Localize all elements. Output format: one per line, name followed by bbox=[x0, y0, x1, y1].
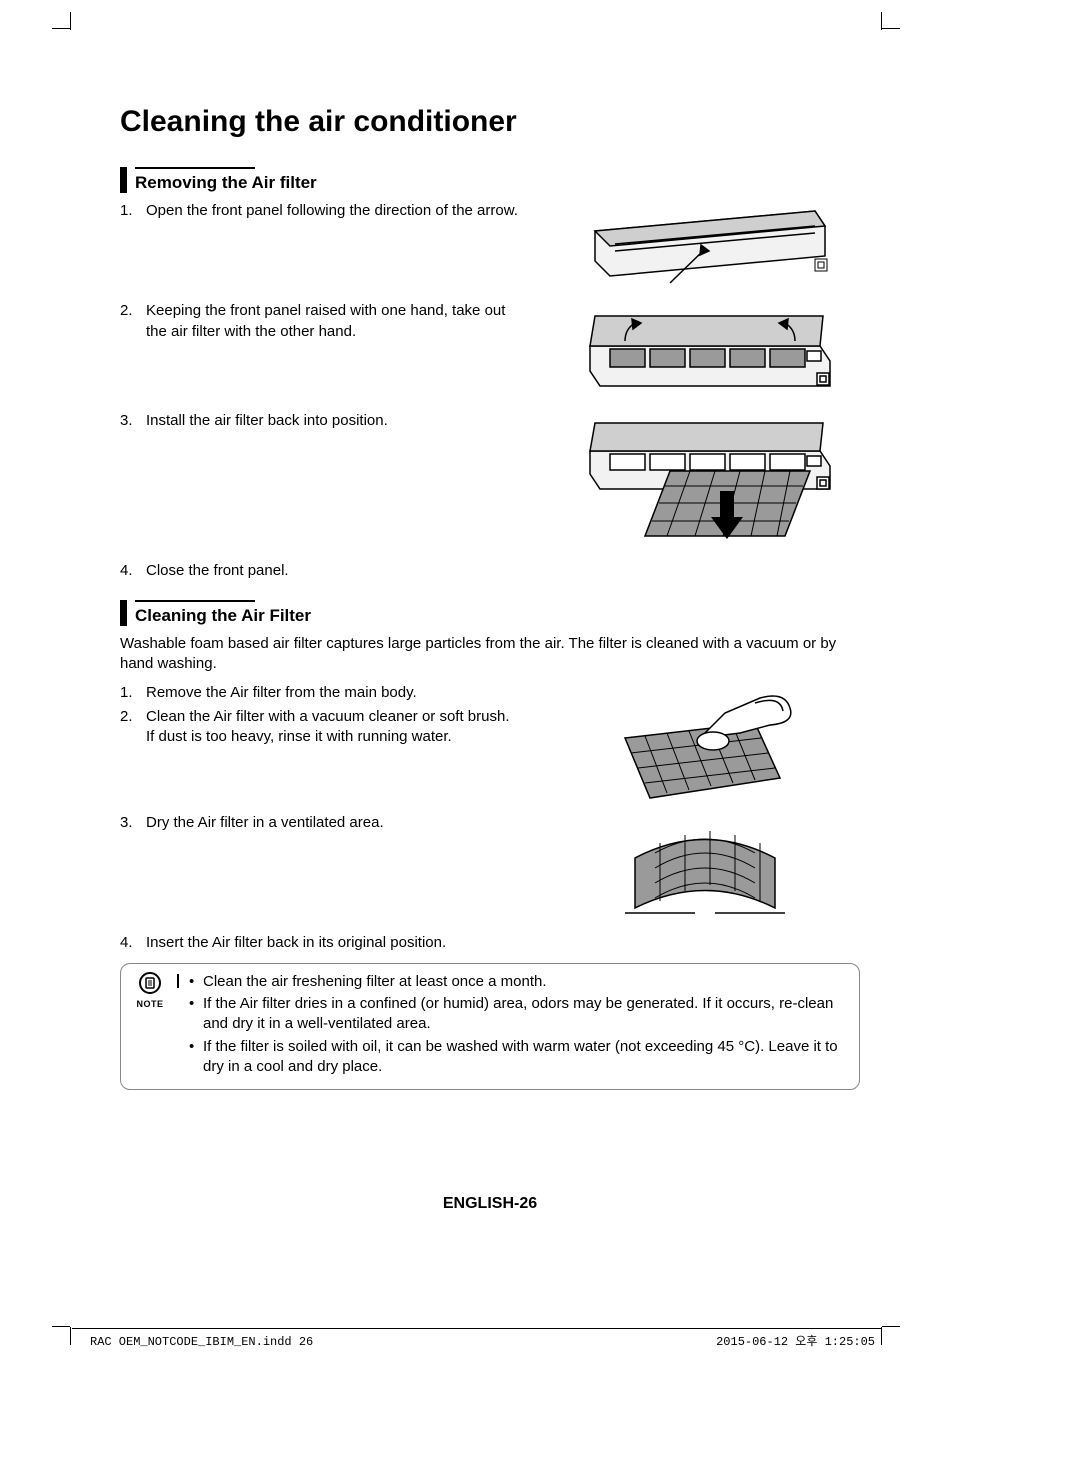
page-content: Cleaning the air conditioner Removing th… bbox=[120, 105, 860, 1090]
step-text: Install the air filter back into positio… bbox=[146, 412, 388, 429]
crop-mark bbox=[882, 28, 900, 29]
footer-filename: RAC OEM_NOTCODE_IBIM_EN.indd 26 bbox=[90, 1335, 313, 1349]
note-label: NOTE bbox=[136, 998, 163, 1010]
note-icon bbox=[139, 972, 161, 994]
crop-mark bbox=[52, 28, 70, 29]
note-item: If the filter is soiled with oil, it can… bbox=[189, 1037, 847, 1078]
crop-mark bbox=[881, 1327, 882, 1345]
crop-mark bbox=[70, 12, 71, 30]
crop-mark bbox=[52, 1326, 70, 1327]
illustration-remove-filter bbox=[575, 301, 835, 401]
step-item: 1.Remove the Air filter from the main bo… bbox=[120, 683, 530, 703]
illustration-open-panel bbox=[575, 201, 835, 291]
step-item: 2.Keeping the front panel raised with on… bbox=[120, 301, 530, 342]
illustration-vacuum-filter bbox=[605, 683, 805, 813]
step-item: 1.Open the front panel following the dir… bbox=[120, 201, 530, 221]
step-text: Close the front panel. bbox=[146, 562, 289, 579]
note-item: If the Air filter dries in a confined (o… bbox=[189, 994, 847, 1035]
step-item: 4.Close the front panel. bbox=[120, 561, 860, 581]
subheading-text: Cleaning the Air Filter bbox=[135, 606, 311, 626]
illustration-install-filter bbox=[575, 411, 835, 551]
section-intro: Washable foam based air filter captures … bbox=[120, 634, 860, 675]
crop-mark bbox=[882, 1326, 900, 1327]
step-item: 2.Clean the Air filter with a vacuum cle… bbox=[120, 707, 530, 748]
step-item: 3.Install the air filter back into posit… bbox=[120, 411, 530, 431]
illustration-dry-filter bbox=[615, 813, 795, 923]
step-text: Keeping the front panel raised with one … bbox=[146, 302, 505, 339]
step-text: Open the front panel following the direc… bbox=[146, 202, 518, 219]
footer-rule bbox=[72, 1328, 882, 1329]
subheading-text: Removing the Air filter bbox=[135, 173, 317, 193]
step-text: Insert the Air filter back in its origin… bbox=[146, 934, 446, 951]
step-text: Dry the Air filter in a ventilated area. bbox=[146, 814, 384, 831]
step-item: 4.Insert the Air filter back in its orig… bbox=[120, 933, 860, 953]
page-number: ENGLISH-26 bbox=[120, 1195, 860, 1213]
subheading-removing: Removing the Air filter bbox=[120, 167, 860, 193]
note-box: NOTE Clean the air freshening filter at … bbox=[120, 963, 860, 1090]
note-divider bbox=[177, 974, 179, 988]
footer-timestamp: 2015-06-12 오후 1:25:05 bbox=[716, 1332, 875, 1349]
crop-mark bbox=[881, 12, 882, 30]
step-text: Remove the Air filter from the main body… bbox=[146, 684, 417, 701]
page-title: Cleaning the air conditioner bbox=[120, 105, 860, 139]
note-item: Clean the air freshening filter at least… bbox=[189, 972, 847, 992]
step-text: Clean the Air filter with a vacuum clean… bbox=[146, 708, 510, 745]
crop-mark bbox=[70, 1327, 71, 1345]
step-item: 3.Dry the Air filter in a ventilated are… bbox=[120, 813, 530, 833]
subheading-cleaning: Cleaning the Air Filter bbox=[120, 600, 860, 626]
note-list: Clean the air freshening filter at least… bbox=[189, 972, 847, 1079]
